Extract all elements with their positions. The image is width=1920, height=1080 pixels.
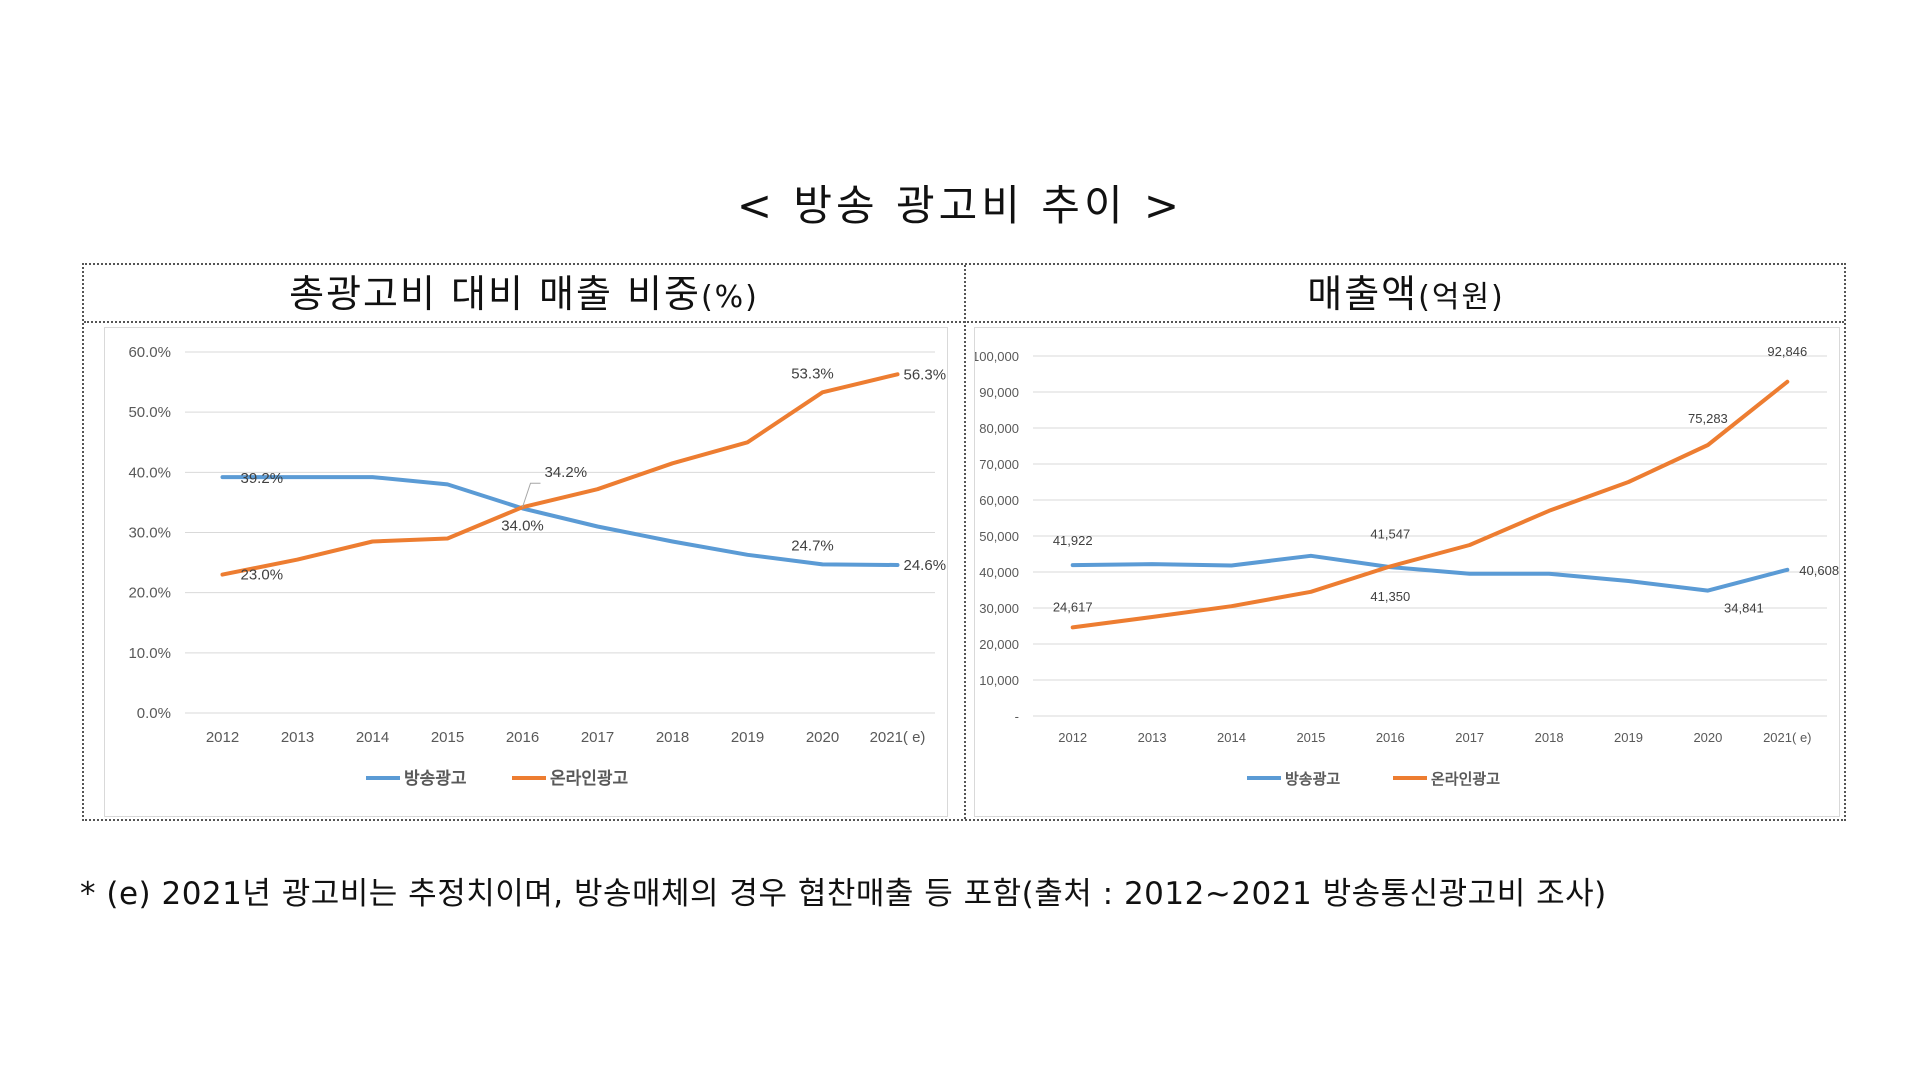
y-tick-label: 90,000	[979, 385, 1019, 400]
left-panel-title: 총광고비 대비 매출 비중	[289, 272, 701, 316]
x-tick-label: 2018	[1535, 730, 1564, 745]
data-label: 34.2%	[545, 464, 588, 481]
y-tick-label: 100,000	[975, 349, 1019, 364]
legend-label: 방송광고	[1285, 770, 1340, 788]
data-label: 24.7%	[791, 537, 834, 554]
x-tick-label: 2016	[506, 729, 539, 746]
y-tick-label: 70,000	[979, 457, 1019, 472]
data-label: 75,283	[1688, 411, 1728, 426]
data-label: 53.3%	[791, 365, 834, 382]
series-line-broadcast	[220, 475, 900, 567]
data-label: 34,841	[1724, 601, 1764, 616]
series-line-broadcast	[1070, 553, 1790, 593]
x-tick-label: 2014	[1217, 730, 1246, 745]
x-tick-label: 2017	[1455, 730, 1484, 745]
data-label: 41,547	[1370, 526, 1410, 541]
data-label: 34.0%	[501, 517, 544, 534]
legend-label: 방송광고	[404, 769, 467, 788]
right-panel-unit: (억원)	[1418, 280, 1505, 315]
y-tick-label: 50,000	[979, 529, 1019, 544]
series-line-online	[220, 372, 900, 577]
x-tick-label: 2021( e)	[1763, 730, 1811, 745]
x-tick-label: 2020	[1693, 730, 1722, 745]
y-tick-label: 40,000	[979, 565, 1019, 580]
y-tick-label: 50.0%	[128, 404, 171, 421]
data-label: 24.6%	[904, 557, 947, 574]
left-chart-area: 0.0% 10.0% 20.0% 30.0% 40.0% 50.0% 60.0% 2012 20…	[104, 327, 948, 817]
right-panel-title: 매출액	[1307, 272, 1419, 316]
y-tick-label: 60.0%	[128, 344, 171, 361]
y-tick-label: -	[1015, 709, 1019, 724]
x-tick-label: 2012	[206, 729, 239, 746]
x-tick-label: 2014	[356, 729, 389, 746]
series-line-online	[1070, 379, 1790, 630]
y-tick-label: 10.0%	[128, 645, 171, 662]
legend-label: 온라인광고	[1431, 770, 1500, 788]
data-label: 56.3%	[904, 366, 947, 383]
left-panel-heading: 총광고비 대비 매출 비중(%)	[84, 265, 964, 321]
footnote: * (e) 2021년 광고비는 추정치이며, 방송매체의 경우 협찬매출 등 …	[80, 876, 1607, 912]
x-tick-label: 2018	[656, 729, 689, 746]
revenue-line-chart: - 10,000 20,000 30,000 40,000 50,000 60,000 70,…	[972, 344, 1839, 788]
y-tick-label: 20,000	[979, 637, 1019, 652]
y-tick-label: 20.0%	[128, 585, 171, 602]
page-title: < 방송 광고비 추이 >	[736, 181, 1184, 230]
x-tick-label: 2016	[1376, 730, 1405, 745]
data-label: 23.0%	[241, 567, 284, 584]
x-tick-label: 2012	[1058, 730, 1087, 745]
right-panel-heading: 매출액(억원)	[964, 265, 1848, 321]
data-label: 92,846	[1767, 344, 1807, 359]
y-tick-label: 30.0%	[128, 525, 171, 542]
x-tick-label: 2013	[281, 729, 314, 746]
x-tick-label: 2019	[731, 729, 764, 746]
right-chart-area: - 10,000 20,000 30,000 40,000 50,000 60,000 70,…	[972, 327, 1840, 817]
y-tick-label: 0.0%	[137, 705, 171, 722]
share-line-chart: 0.0% 10.0% 20.0% 30.0% 40.0% 50.0% 60.0% 2012 20…	[128, 344, 947, 788]
x-tick-label: 2015	[1296, 730, 1325, 745]
x-tick-label: 2013	[1138, 730, 1167, 745]
chart-frame: 총광고비 대비 매출 비중(%) 매출액(억원) 0.0% 10.0% 20.0% 3…	[82, 263, 1846, 821]
y-tick-label: 40.0%	[128, 464, 171, 481]
data-label: 41,350	[1370, 589, 1410, 604]
x-tick-label: 2019	[1614, 730, 1643, 745]
x-tick-label: 2015	[431, 729, 464, 746]
data-label: 24,617	[1053, 599, 1093, 614]
x-tick-label: 2017	[581, 729, 614, 746]
data-label: 39.2%	[241, 470, 284, 487]
panel-divider-vertical	[964, 265, 966, 819]
data-label: 40,608	[1799, 563, 1839, 578]
y-tick-label: 60,000	[979, 493, 1019, 508]
y-tick-label: 80,000	[979, 421, 1019, 436]
left-panel-unit: (%)	[700, 280, 759, 315]
data-label-leader	[522, 482, 541, 508]
y-tick-label: 30,000	[979, 601, 1019, 616]
panel-divider-horizontal	[84, 321, 1844, 323]
data-label: 41,922	[1053, 533, 1093, 548]
x-tick-label: 2020	[806, 729, 839, 746]
y-tick-label: 10,000	[979, 673, 1019, 688]
legend-label: 온라인광고	[550, 769, 629, 788]
x-tick-label: 2021( e)	[870, 729, 926, 746]
